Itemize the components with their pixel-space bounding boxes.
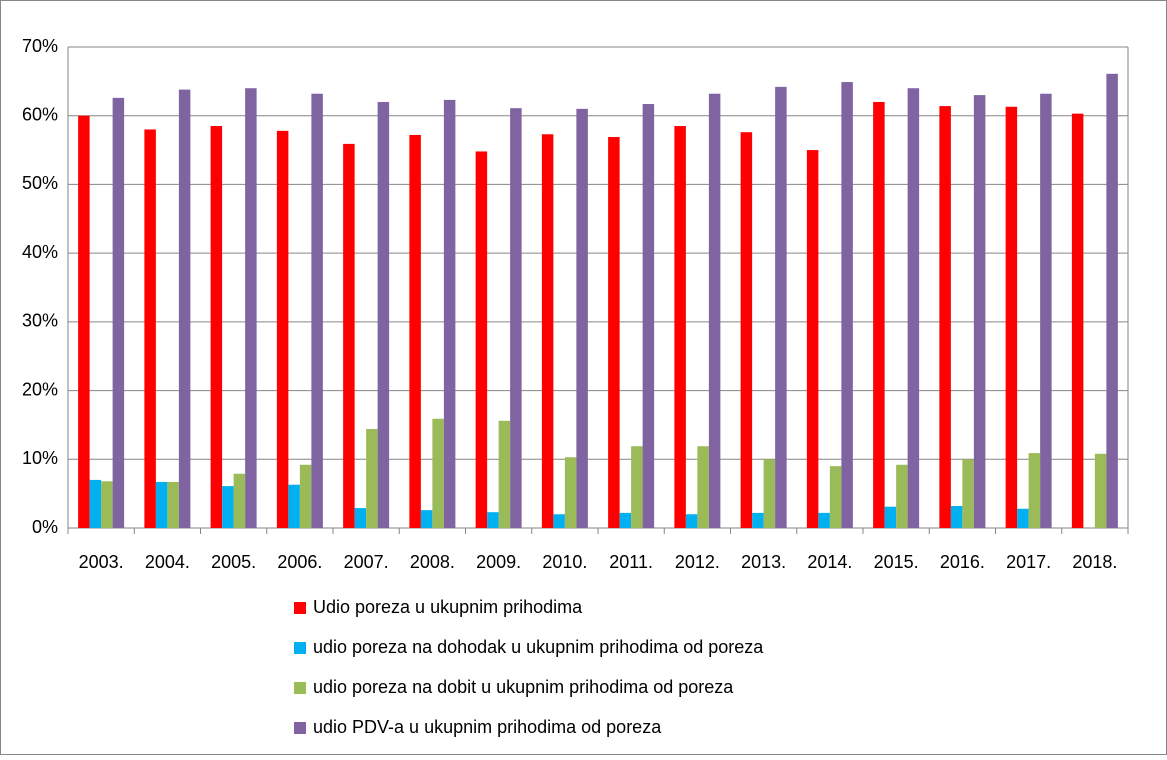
x-tick-label: 2003.: [79, 552, 124, 572]
bar: [366, 429, 378, 528]
bar: [806, 150, 819, 529]
x-tick-label: 2016.: [940, 552, 985, 572]
bar: [1005, 106, 1018, 528]
bar: [354, 508, 367, 528]
bar: [576, 108, 588, 528]
bar: [896, 464, 908, 528]
bar: [631, 446, 643, 528]
x-tick-label: 2005.: [211, 552, 256, 572]
bar: [89, 479, 102, 528]
bar: [708, 93, 721, 529]
y-tick-label: 70%: [22, 36, 58, 56]
x-tick-label: 2010.: [542, 552, 587, 572]
x-tick-label: 2011.: [609, 552, 653, 572]
bar: [432, 418, 444, 528]
bar: [1071, 113, 1084, 528]
bar: [409, 134, 421, 528]
y-tick-label: 10%: [22, 448, 58, 468]
x-tick-label: 2008.: [410, 552, 455, 572]
x-tick-label: 2015.: [874, 552, 919, 572]
bar: [608, 137, 620, 528]
bar: [763, 459, 776, 528]
bar: [950, 506, 963, 528]
bar: [775, 86, 787, 529]
bar: [420, 510, 433, 528]
bar: [222, 486, 234, 528]
y-tick-label: 0%: [32, 517, 58, 537]
bar: [1028, 453, 1041, 528]
bar: [288, 484, 300, 528]
bar: [541, 134, 554, 528]
x-tick-label: 2017.: [1006, 552, 1051, 572]
bar: [1040, 93, 1052, 529]
legend-swatch: [294, 642, 306, 654]
x-tick-label: 2014.: [807, 552, 852, 572]
bar: [510, 108, 522, 529]
legend-swatch: [294, 602, 306, 614]
y-tick-label: 20%: [22, 379, 58, 399]
bar: [674, 126, 686, 529]
x-tick-label: 2013.: [741, 552, 786, 572]
x-tick-label: 2007.: [344, 552, 389, 572]
y-tick-label: 30%: [22, 311, 58, 331]
bar: [144, 129, 156, 528]
legend-label: udio poreza na dobit u ukupnim prihodima…: [313, 677, 734, 697]
bar: [907, 88, 920, 528]
bar: [112, 97, 125, 528]
bar: [740, 132, 753, 528]
x-tick-label: 2018.: [1072, 552, 1117, 572]
bar: [642, 104, 655, 528]
bar: [1017, 508, 1029, 528]
legend-swatch: [294, 682, 306, 694]
bar: [101, 481, 113, 528]
y-tick-label: 50%: [22, 173, 58, 193]
bar: [311, 93, 323, 529]
bar: [939, 106, 951, 528]
bar: [619, 512, 632, 528]
bar: [752, 512, 764, 528]
bar: [1106, 73, 1118, 528]
bar: [1094, 453, 1107, 528]
bar: [245, 88, 257, 528]
bar: [443, 99, 456, 528]
bar: [553, 514, 565, 528]
legend-label: udio poreza na dohodak u ukupnim prihodi…: [313, 637, 764, 657]
bar: [155, 481, 168, 528]
bar: [818, 512, 830, 528]
bar: [973, 95, 986, 528]
bar: [233, 473, 246, 528]
bar: [475, 151, 488, 528]
x-tick-label: 2004.: [145, 552, 190, 572]
bar: [498, 420, 511, 528]
bar: [78, 115, 90, 528]
bar: [564, 457, 577, 528]
legend-swatch: [294, 722, 306, 734]
legend-label: udio PDV-a u ukupnim prihodima od poreza: [313, 717, 662, 737]
y-tick-label: 60%: [22, 104, 58, 124]
y-tick-label: 40%: [22, 242, 58, 262]
bar: [829, 466, 842, 528]
bar: [487, 512, 499, 528]
bar: [685, 514, 698, 528]
bar: [167, 481, 179, 528]
bar: [377, 101, 390, 528]
bar: [299, 464, 312, 528]
bar: [210, 126, 223, 529]
x-tick-label: 2012.: [675, 552, 720, 572]
bar: [697, 446, 709, 528]
bar: [178, 89, 191, 529]
x-tick-label: 2009.: [476, 552, 521, 572]
bar: [884, 506, 897, 528]
bar: [873, 101, 885, 528]
bar: [343, 143, 355, 528]
bar: [962, 459, 974, 528]
bar: [841, 82, 853, 529]
bar: [276, 130, 289, 528]
legend-label: Udio poreza u ukupnim prihodima: [313, 597, 583, 617]
x-tick-label: 2006.: [277, 552, 322, 572]
